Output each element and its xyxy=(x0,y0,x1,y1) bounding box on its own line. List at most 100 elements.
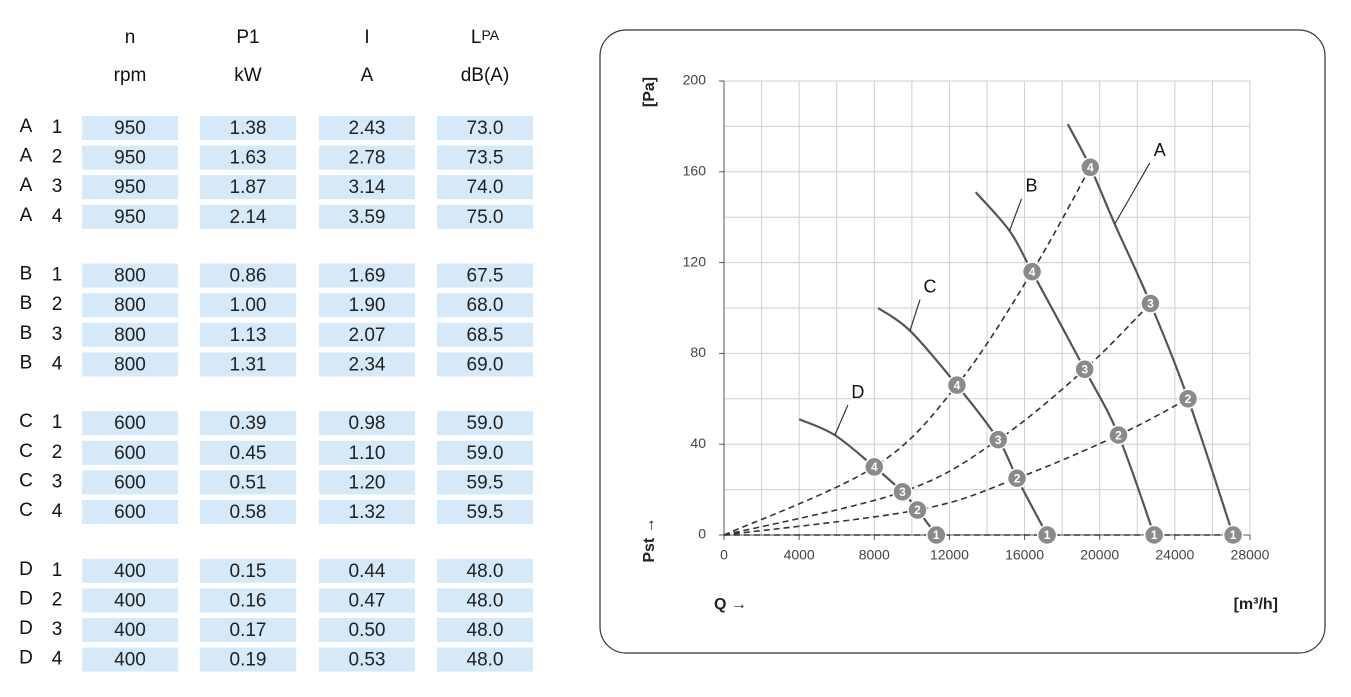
cell-bg xyxy=(82,558,178,583)
cell-bg xyxy=(200,263,296,288)
operating-point xyxy=(1222,524,1244,546)
fan-label: D xyxy=(19,559,33,580)
cell-value: 400 xyxy=(114,650,146,671)
y-axis-label: Pst → xyxy=(641,517,658,562)
y-tick-label: 0 xyxy=(698,526,706,542)
cell-value: 1.31 xyxy=(230,354,267,375)
cell-value: 74.0 xyxy=(467,177,504,198)
cell-bg xyxy=(200,618,296,642)
cell-bg xyxy=(82,470,178,495)
cell-bg xyxy=(82,175,178,200)
leader-line xyxy=(1114,162,1151,225)
cell-value: 600 xyxy=(114,443,146,464)
cell-value: 0.47 xyxy=(349,590,386,611)
cell-bg xyxy=(437,470,533,495)
operating-point xyxy=(1177,388,1199,410)
operating-point-label: 3 xyxy=(1147,297,1154,311)
fan-label: C xyxy=(19,441,33,462)
cell-bg xyxy=(200,647,296,672)
cell-value: 1.87 xyxy=(230,177,267,198)
cell-bg xyxy=(82,411,178,436)
column-unit: kW xyxy=(234,65,262,86)
x-axis-label: Q → xyxy=(714,596,747,613)
x-tick-label: 16000 xyxy=(1005,547,1044,563)
cell-value: 0.45 xyxy=(230,443,267,464)
cell-bg xyxy=(200,440,296,465)
cell-bg xyxy=(319,322,415,347)
system-curve xyxy=(723,166,1092,536)
cell-bg xyxy=(82,647,178,672)
cell-value: 3.59 xyxy=(349,207,386,228)
step-label: 4 xyxy=(52,649,63,670)
cell-bg xyxy=(82,322,178,347)
column-unit: dB(A) xyxy=(461,65,510,86)
x-unit: [m³/h] xyxy=(1234,596,1278,613)
fan-label: D xyxy=(19,618,33,639)
operating-point xyxy=(1143,524,1165,546)
cell-bg xyxy=(82,618,178,642)
cell-value: 1.32 xyxy=(349,502,386,523)
cell-value: 800 xyxy=(114,266,146,287)
fan-curve xyxy=(1066,123,1235,536)
cell-value: 950 xyxy=(114,207,146,228)
cell-value: 800 xyxy=(114,325,146,346)
fan-label: A xyxy=(20,116,33,137)
curve-label: D xyxy=(851,382,864,402)
cell-bg xyxy=(437,500,533,524)
column-header: P1 xyxy=(236,27,259,48)
step-label: 1 xyxy=(52,412,63,433)
operating-point-label: 4 xyxy=(1087,160,1094,174)
cell-value: 67.5 xyxy=(467,266,504,287)
operating-point-label: 1 xyxy=(1151,528,1158,542)
cell-bg xyxy=(437,293,533,318)
cell-bg xyxy=(200,116,296,140)
cell-value: 3.14 xyxy=(349,177,386,198)
operating-point-label: 3 xyxy=(899,485,906,499)
x-tick-label: 4000 xyxy=(784,547,815,563)
fan-label: B xyxy=(20,323,33,344)
leader-line xyxy=(909,299,921,331)
fan-label: B xyxy=(20,264,33,285)
cell-bg xyxy=(437,116,533,140)
step-label: 2 xyxy=(52,294,63,315)
step-label: 3 xyxy=(52,176,63,197)
cell-bg xyxy=(437,175,533,200)
cell-value: 2.14 xyxy=(230,207,267,228)
cell-value: 1.38 xyxy=(230,118,267,139)
system-curve xyxy=(723,302,1152,536)
cell-value: 48.0 xyxy=(467,650,504,671)
operating-point xyxy=(946,374,968,396)
cell-value: 73.0 xyxy=(467,118,504,139)
operating-point-label: 2 xyxy=(1185,392,1192,406)
operating-point xyxy=(1021,261,1043,282)
cell-value: 59.0 xyxy=(467,443,504,464)
cell-bg xyxy=(319,588,415,613)
step-label: 1 xyxy=(52,265,63,286)
step-label: 3 xyxy=(52,619,63,640)
column-header: LPA xyxy=(471,27,500,48)
cell-value: 0.58 xyxy=(230,502,267,523)
operating-point-label: 4 xyxy=(1029,265,1036,279)
cell-value: 950 xyxy=(114,177,146,198)
cell-value: 1.00 xyxy=(230,295,267,316)
step-label: 2 xyxy=(52,589,63,610)
column-header: n xyxy=(125,27,136,48)
cell-bg xyxy=(82,293,178,318)
cell-value: 950 xyxy=(114,118,146,139)
cell-bg xyxy=(319,175,415,200)
fan-label: B xyxy=(20,293,33,314)
column-unit: rpm xyxy=(114,65,147,86)
cell-bg xyxy=(200,145,296,170)
cell-value: 0.19 xyxy=(230,650,267,671)
cell-bg xyxy=(82,116,178,140)
operating-point-label: 4 xyxy=(871,460,878,474)
fan-label: A xyxy=(20,205,33,226)
operating-point xyxy=(907,499,928,521)
fan-label: A xyxy=(20,146,33,167)
fan-label: C xyxy=(19,500,33,521)
curve-label: C xyxy=(923,276,936,296)
column-unit: A xyxy=(361,65,374,86)
cell-value: 0.50 xyxy=(349,620,386,641)
